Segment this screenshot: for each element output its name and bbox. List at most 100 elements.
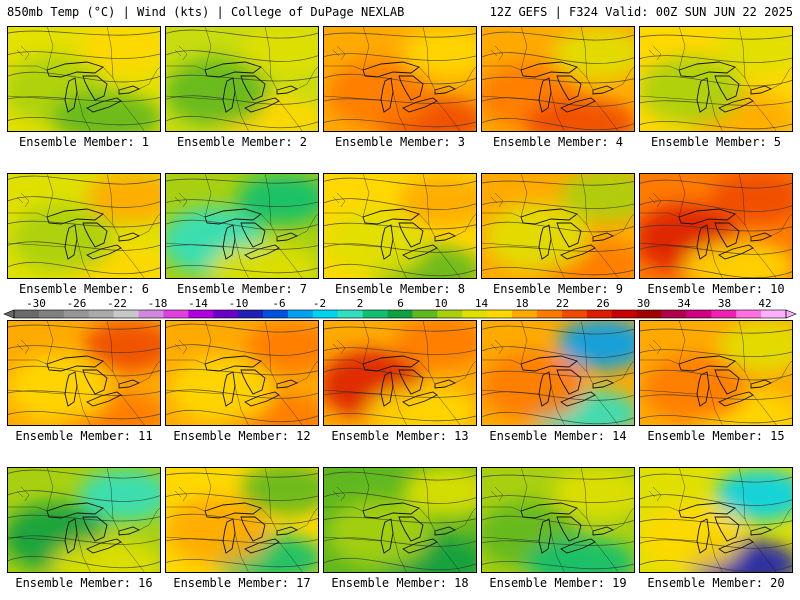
colorbar-tick-label: -10: [229, 297, 249, 310]
ensemble-member-label: Ensemble Member: 19: [489, 576, 627, 590]
ensemble-member-map: [165, 26, 319, 132]
political-borders: [323, 467, 477, 573]
ensemble-member-label: Ensemble Member: 2: [176, 135, 308, 149]
ensemble-member-label: Ensemble Member: 20: [647, 576, 785, 590]
colorbar-swatch: [362, 310, 389, 318]
height-contours: [481, 474, 635, 570]
ensemble-member-map: [323, 320, 477, 426]
temperature-region: [643, 354, 747, 422]
colorbar-swatch: [636, 310, 662, 318]
ensemble-member-label: Ensemble Member: 4: [492, 135, 624, 149]
colorbar-tick-label: 42: [758, 297, 771, 310]
colorbar-min-arrow: [3, 309, 15, 319]
height-contours: [7, 324, 161, 420]
colorbar-swatch: [337, 310, 364, 318]
colorbar-swatch: [38, 310, 65, 318]
colorbar-swatch: [487, 310, 513, 318]
ensemble-member-label: Ensemble Member: 1: [18, 135, 150, 149]
ensemble-member-label: Ensemble Member: 9: [492, 282, 624, 296]
colorbar-swatch: [512, 310, 538, 318]
colorbar-tick-label: 38: [718, 297, 731, 310]
ensemble-member-label: Ensemble Member: 18: [331, 576, 469, 590]
height-contours: [639, 473, 793, 573]
political-borders: [639, 467, 793, 573]
colorbar-swatch: [586, 310, 613, 318]
temperature-region: [639, 503, 743, 571]
ensemble-member-map: [323, 467, 477, 573]
height-contours: [323, 32, 477, 128]
political-borders: [7, 26, 161, 132]
height-contours: [7, 30, 161, 126]
political-borders: [165, 467, 319, 573]
ensemble-member-map: [481, 320, 635, 426]
model-run-info: 12Z GEFS | F324 Valid: 00Z SUN JUN 22 20…: [489, 5, 793, 19]
great-lakes-outline: [46, 502, 141, 554]
ensemble-member-map: [481, 173, 635, 279]
great-lakes-outline: [520, 355, 615, 407]
colorbar-tick-label: 10: [434, 297, 447, 310]
ensemble-member-label: Ensemble Member: 12: [173, 429, 311, 443]
colorbar-swatch: [88, 310, 115, 318]
height-contours: [639, 328, 793, 424]
ensemble-member-map: [323, 173, 477, 279]
colorbar-tick-label: -6: [272, 297, 285, 310]
colorbar-tick-label: 26: [596, 297, 609, 310]
ensemble-member-map: [165, 320, 319, 426]
political-borders: [323, 173, 477, 279]
colorbar-swatch: [736, 310, 762, 318]
ensemble-member-label: Ensemble Member: 10: [647, 282, 785, 296]
temperature-region: [395, 320, 477, 368]
colorbar-tick-label: 34: [677, 297, 691, 310]
colorbar-swatch: [138, 310, 164, 318]
colorbar-tick-label: 2: [357, 297, 364, 310]
temperature-region: [241, 26, 319, 76]
temperature-region: [525, 98, 635, 132]
ensemble-member-label: Ensemble Member: 11: [15, 429, 153, 443]
political-borders: [165, 26, 319, 132]
ensemble-member-label: Ensemble Member: 3: [334, 135, 466, 149]
ensemble-member-label: Ensemble Member: 6: [18, 282, 150, 296]
colorbar-tick-label: -22: [107, 297, 127, 310]
ensemble-member-label: Ensemble Member: 13: [331, 429, 469, 443]
great-lakes-outline: [204, 502, 299, 554]
temperature-region: [367, 386, 477, 426]
colorbar-swatch: [462, 310, 488, 318]
political-borders: [323, 320, 477, 426]
ensemble-member-map: [481, 467, 635, 573]
temperature-region: [327, 60, 431, 128]
colorbar-swatch: [287, 310, 314, 318]
political-borders: [639, 26, 793, 132]
temperature-region: [87, 173, 161, 223]
colorbar-tick-label: 22: [556, 297, 569, 310]
colorbar-tick-label: 14: [475, 297, 489, 310]
temperature-region: [553, 467, 635, 519]
political-borders: [481, 467, 635, 573]
ensemble-member-label: Ensemble Member: 5: [650, 135, 782, 149]
colorbar-swatch: [113, 310, 140, 318]
ensemble-member-map: [639, 26, 793, 132]
ensemble-member-label: Ensemble Member: 14: [489, 429, 627, 443]
colorbar-swatch: [561, 310, 588, 318]
temperature-region: [245, 322, 319, 374]
ensemble-member-map: [165, 173, 319, 279]
temperature-region: [553, 28, 635, 80]
political-borders: [7, 467, 161, 573]
temperature-region: [7, 354, 111, 422]
colorbar-swatch: [686, 310, 712, 318]
temperature-region: [51, 92, 161, 132]
political-borders: [481, 173, 635, 279]
height-contours: [639, 34, 793, 130]
colorbar-swatch: [63, 310, 90, 318]
colorbar-max-arrow: [785, 309, 797, 319]
ensemble-member-map: [323, 26, 477, 132]
ensemble-member-label: Ensemble Member: 8: [334, 282, 466, 296]
colorbar-swatch: [238, 310, 264, 318]
temperature-region: [51, 539, 161, 573]
ensemble-member-map: [7, 26, 161, 132]
ensemble-member-label: Ensemble Member: 7: [176, 282, 308, 296]
temperature-region: [165, 58, 269, 126]
temperature-region: [79, 26, 161, 74]
political-borders: [481, 320, 635, 426]
colorbar-swatch: [611, 310, 638, 318]
ensemble-member-map: [7, 320, 161, 426]
